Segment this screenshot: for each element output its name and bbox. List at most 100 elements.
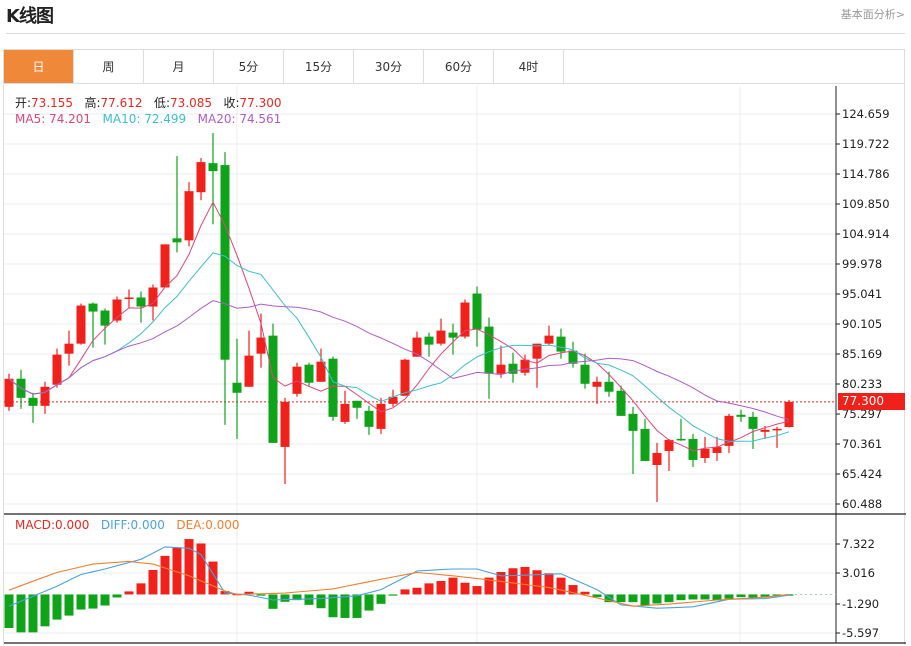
price-axis-label: 109.850 bbox=[842, 197, 890, 211]
price-axis-label: 95.041 bbox=[842, 287, 883, 301]
price-axis-label: 99.978 bbox=[842, 257, 883, 271]
candle-down bbox=[568, 350, 578, 364]
price-axis-label: 114.786 bbox=[842, 167, 890, 181]
candle-up bbox=[460, 302, 470, 337]
macd-axis-label: -1.290 bbox=[842, 597, 880, 611]
open-value: 73.155 bbox=[31, 96, 74, 110]
candle-down bbox=[364, 410, 374, 427]
candle-up bbox=[652, 452, 662, 465]
candle-up bbox=[784, 401, 794, 428]
tab-30min[interactable]: 30分 bbox=[354, 50, 424, 83]
macd-bar bbox=[640, 594, 650, 606]
macd-bar bbox=[484, 577, 494, 595]
macd-bar bbox=[628, 594, 638, 603]
diff-line bbox=[8, 546, 790, 609]
macd-bar bbox=[532, 570, 542, 595]
ma10-value: MA10: 72.499 bbox=[102, 112, 187, 126]
macd-bar bbox=[664, 594, 674, 603]
candle-down bbox=[220, 165, 230, 360]
price-axis-label: 80.233 bbox=[842, 377, 883, 391]
tab-5min[interactable]: 5分 bbox=[214, 50, 284, 83]
macd-bar bbox=[52, 594, 62, 620]
macd-bar bbox=[328, 594, 338, 618]
macd-axis-label: 7.322 bbox=[842, 537, 875, 551]
tab-day[interactable]: 日 bbox=[4, 50, 74, 83]
candle-down bbox=[628, 413, 638, 431]
candle-down bbox=[676, 438, 686, 441]
price-axis-label: 124.659 bbox=[842, 107, 890, 121]
candle-up bbox=[76, 305, 86, 344]
candle-down bbox=[232, 382, 242, 393]
macd-bar bbox=[100, 594, 110, 606]
candle-down bbox=[556, 336, 566, 352]
candle-up bbox=[700, 448, 710, 458]
macd-bar bbox=[616, 594, 626, 603]
chart-frame bbox=[3, 84, 905, 645]
divider bbox=[6, 33, 905, 34]
high-label: 高: bbox=[84, 96, 101, 110]
candle-up bbox=[520, 359, 530, 373]
macd-bar bbox=[604, 594, 614, 603]
candle-up bbox=[592, 381, 602, 387]
candle-down bbox=[88, 303, 98, 312]
candle-down bbox=[688, 438, 698, 460]
candle-down bbox=[604, 381, 614, 392]
candle-down bbox=[424, 336, 434, 345]
macd-bar bbox=[508, 568, 518, 595]
candle-up bbox=[388, 396, 398, 404]
page-title: K线图 bbox=[6, 6, 54, 27]
macd-bar bbox=[352, 594, 362, 618]
macd-bar bbox=[184, 539, 194, 595]
ma-legend: MA5: 74.201 MA10: 72.499 MA20: 74.561 bbox=[15, 112, 281, 126]
macd-bar bbox=[748, 594, 758, 598]
candle-up bbox=[52, 354, 62, 385]
candle-up bbox=[184, 191, 194, 241]
candle-down bbox=[268, 335, 278, 443]
candle-up bbox=[712, 446, 722, 453]
candle-up bbox=[256, 337, 266, 354]
tab-month[interactable]: 月 bbox=[144, 50, 214, 83]
candle-up bbox=[724, 415, 734, 446]
macd-bar bbox=[388, 594, 398, 596]
macd-bar bbox=[256, 594, 266, 596]
macd-bar bbox=[304, 594, 314, 605]
candle-up bbox=[292, 366, 302, 394]
candle-down bbox=[640, 428, 650, 461]
macd-bar bbox=[544, 573, 554, 595]
low-value: 73.085 bbox=[170, 96, 213, 110]
dea-line bbox=[8, 560, 790, 607]
macd-bar bbox=[172, 547, 182, 595]
macd-bar bbox=[676, 594, 686, 601]
macd-axis-label: -5.597 bbox=[842, 626, 880, 640]
macd-bar bbox=[688, 594, 698, 600]
macd-axis-label: 3.016 bbox=[842, 566, 875, 580]
candle-up bbox=[376, 403, 386, 429]
macd-bar bbox=[244, 591, 254, 595]
candle-down bbox=[28, 397, 38, 406]
low-label: 低: bbox=[154, 96, 171, 110]
macd-bar bbox=[292, 594, 302, 601]
candle-up bbox=[496, 364, 506, 374]
high-value: 77.612 bbox=[100, 96, 143, 110]
close-value: 77.300 bbox=[239, 96, 282, 110]
dea-value: DEA:0.000 bbox=[176, 518, 240, 532]
tab-60min[interactable]: 60分 bbox=[424, 50, 494, 83]
macd-bar bbox=[592, 594, 602, 598]
macd-bar bbox=[196, 543, 206, 595]
macd-bar bbox=[4, 594, 14, 628]
tab-4h[interactable]: 4时 bbox=[494, 50, 564, 83]
macd-bar bbox=[712, 594, 722, 601]
tab-15min[interactable]: 15分 bbox=[284, 50, 354, 83]
diff-value: DIFF:0.000 bbox=[100, 518, 165, 532]
candle-up bbox=[532, 343, 542, 359]
macd-bar bbox=[424, 583, 434, 595]
fundamental-analysis-link[interactable]: 基本面分析> bbox=[840, 8, 905, 21]
candle-down bbox=[136, 297, 146, 307]
tab-week[interactable]: 周 bbox=[74, 50, 144, 83]
candle-down bbox=[472, 293, 482, 330]
candle-up bbox=[64, 343, 74, 354]
macd-bar bbox=[16, 594, 26, 633]
ma5-value: MA5: 74.201 bbox=[15, 112, 92, 126]
open-label: 开: bbox=[15, 96, 32, 110]
